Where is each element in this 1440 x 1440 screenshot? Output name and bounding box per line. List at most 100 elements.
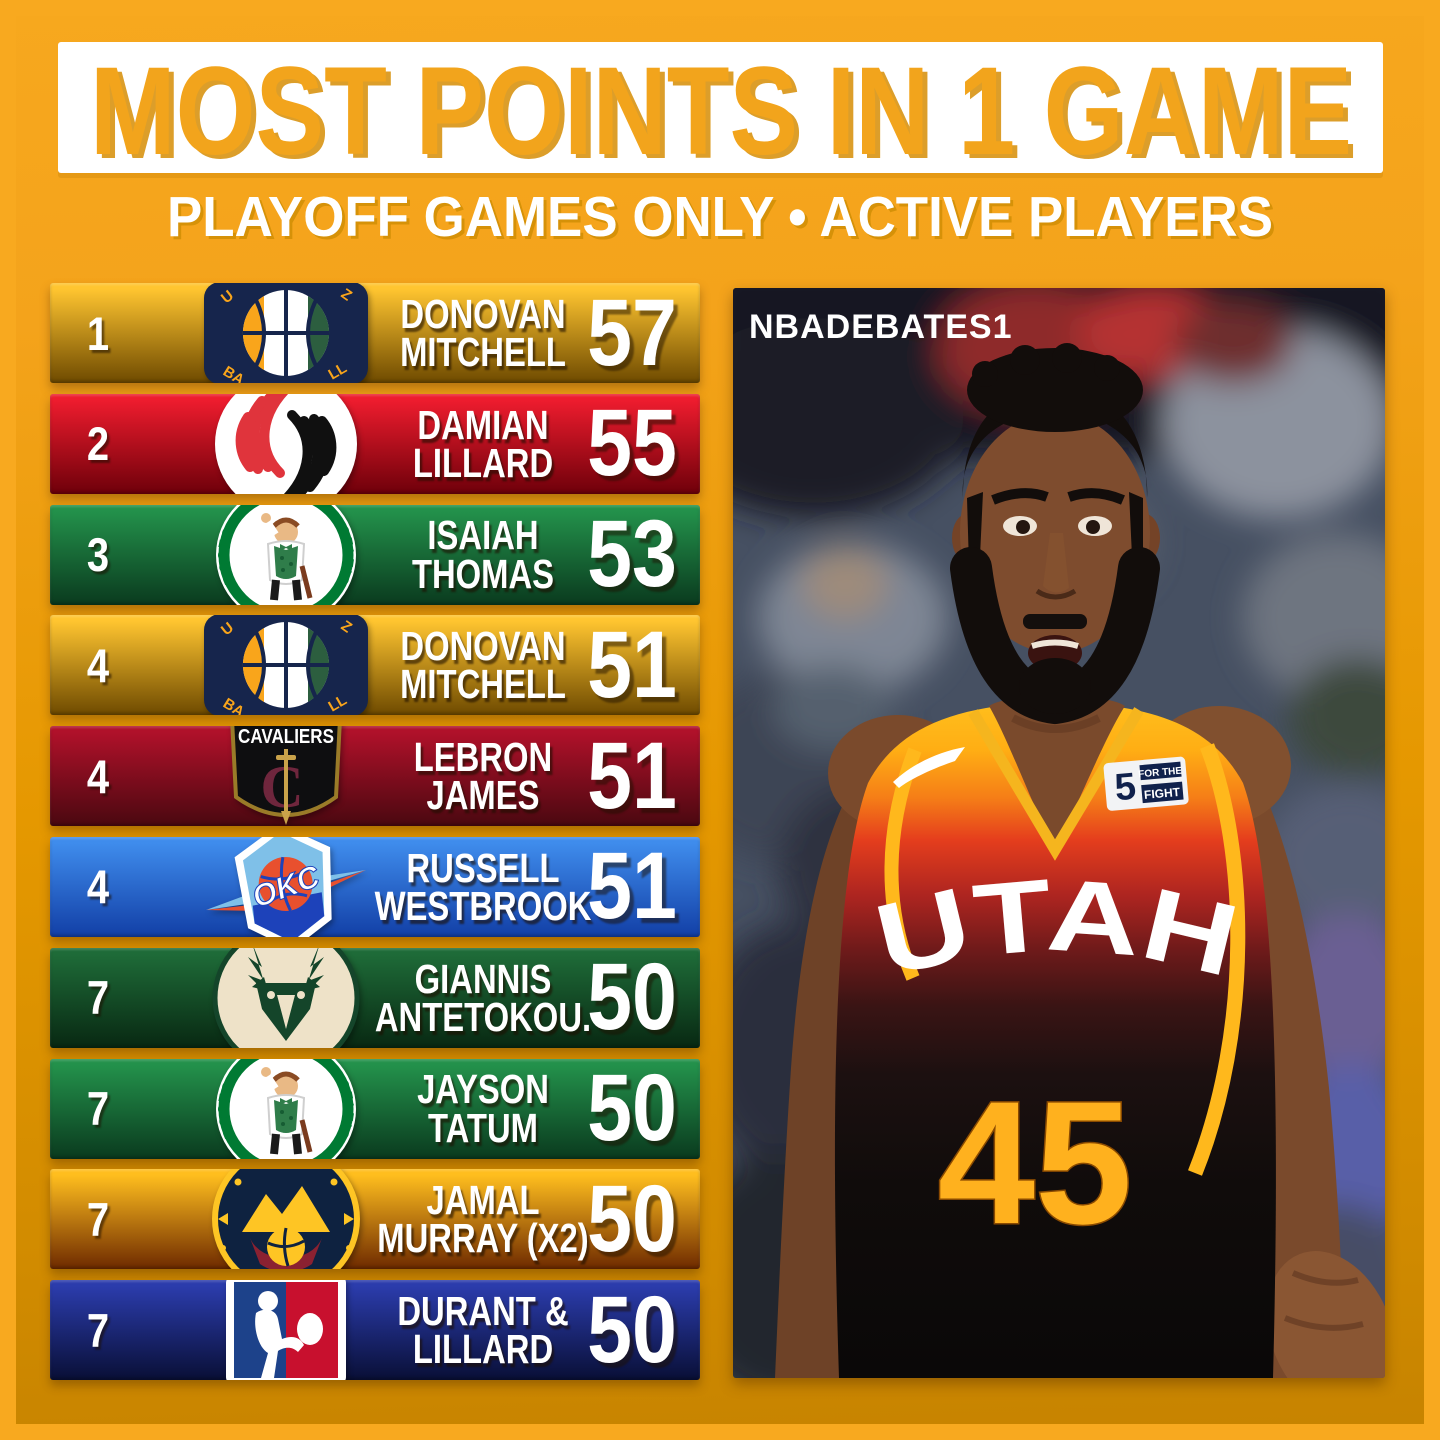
bucks-logo (212, 947, 360, 1048)
svg-text:LL: LL (326, 692, 350, 715)
ranking-list: 1 U Z BA LL DONOVAN MITCHELL 57 2 DAMIAN LILLARD 55… (50, 283, 700, 1381)
jazz-logo-wrap: U Z BA LL (198, 283, 374, 383)
player-name-line: LILLARD (412, 439, 554, 486)
cavaliers-logo-wrap: CAVALIERS C (198, 726, 374, 826)
collar-trim (968, 707, 1144, 861)
player-name: DAMIAN LILLARD (381, 394, 586, 494)
player-name-line: DURANT & (397, 1288, 569, 1335)
svg-text:LL: LL (326, 360, 350, 383)
jazz-logo-wrap: U Z BA LL (198, 615, 374, 716)
bucks-logo-wrap (198, 947, 374, 1048)
celtics-logo-wrap: BOSTONCELTICS (198, 504, 374, 605)
title-box: MOST POINTS IN 1 GAME MOST POINTS IN 1 G… (58, 42, 1383, 173)
player-name: DURANT & LILLARD (381, 1280, 586, 1380)
rank-number: 7 (86, 971, 110, 1025)
svg-text:CAVALIERS: CAVALIERS (238, 726, 334, 748)
list-row: 2 DAMIAN LILLARD 55 (50, 393, 700, 494)
list-row: 7 GIANNIS ANTETOKOU. 50 (50, 947, 700, 1048)
rank-number: 4 (86, 860, 110, 914)
celtics-logo: BOSTONCELTICS (198, 1058, 356, 1159)
rank-number: 2 (86, 417, 110, 471)
page-subtitle-shadow: PLAYOFF GAMES ONLY • ACTIVE PLAYERS (170, 188, 1276, 250)
nike-swoosh-icon (893, 747, 965, 788)
utah-jazz-logo: U ZBA LL (204, 615, 368, 716)
player-name: JAYSON TATUM (381, 1059, 586, 1159)
title-graphic: MOST POINTS IN 1 GAME MOST POINTS IN 1 G… (90, 42, 1357, 173)
points-value: 53 (587, 504, 677, 605)
player-name-line: ANTETOKOU. (374, 993, 592, 1040)
player-name-line: GIANNIS (414, 955, 552, 1002)
nba-logo (226, 1280, 346, 1381)
player-name: LEBRON JAMES (381, 726, 586, 826)
subtitle-wrap: PLAYOFF GAMES ONLY • ACTIVE PLAYERS PLAY… (0, 185, 1440, 252)
player-name-line: MURRAY (X2) (377, 1215, 589, 1262)
celtics-logo-wrap: BOSTONCELTICS (198, 1058, 374, 1159)
player-name-line: RUSSELL (406, 844, 560, 891)
points-value: 51 (587, 615, 677, 716)
patch-line1: FOR THE (1138, 766, 1183, 781)
player-hand (1266, 1251, 1385, 1378)
subtitle-graphic: PLAYOFF GAMES ONLY • ACTIVE PLAYERS PLAY… (167, 185, 1276, 252)
cavaliers-logo: CAVALIERS C (230, 726, 342, 826)
rank-number: 1 (86, 306, 110, 360)
list-row: 4 OKC RUSSELL WESTBROOK 51 (50, 836, 700, 937)
patch-line2: FIGHT (1143, 785, 1181, 802)
player-name-line: WESTBROOK (374, 882, 592, 929)
points-value: 55 (587, 393, 677, 494)
player-name-line: JAYSON (417, 1066, 549, 1113)
player-name: RUSSELL WESTBROOK (375, 837, 592, 937)
page-subtitle: PLAYOFF GAMES ONLY • ACTIVE PLAYERS (167, 186, 1273, 249)
rank-number: 3 (86, 528, 110, 582)
player-name-line: DAMIAN (417, 401, 549, 448)
player-photo: 5 FOR THE FIGHT UTAH 45 (733, 288, 1385, 1378)
player-figure: 5 FOR THE FIGHT UTAH 45 (775, 343, 1385, 1378)
patch-five: 5 (1113, 766, 1138, 810)
thunder-logo: OKC (206, 836, 366, 937)
utah-jazz-logo: U ZBA LL (204, 283, 368, 383)
points-value: 51 (587, 726, 677, 827)
player-name-line: JAMES (426, 772, 540, 819)
rank-number: 7 (86, 1192, 110, 1246)
player-name: JAMAL MURRAY (X2) (377, 1169, 588, 1269)
points-value: 50 (587, 1280, 677, 1381)
nuggets-logo (212, 1169, 360, 1270)
nba-logo-wrap (198, 1280, 374, 1381)
player-name-line: THOMAS (411, 550, 555, 597)
list-row: 7 JAMAL MURRAY (X2) 50 (50, 1169, 700, 1270)
list-row: 3BOSTONCELTICSISAIAHTHOMAS53 (50, 504, 700, 605)
player-name-line: DONOVAN (400, 623, 566, 670)
watermark-text: NBADEBATES1 (749, 308, 1013, 346)
nuggets-logo-wrap (198, 1169, 374, 1270)
points-value: 50 (587, 1169, 677, 1270)
page-title: MOST POINTS IN 1 GAME (90, 42, 1352, 173)
player-name-line: DONOVAN (400, 290, 566, 337)
player-head (950, 343, 1160, 725)
blazers-logo-wrap (198, 393, 374, 494)
points-value: 51 (587, 836, 677, 937)
player-name: ISAIAH THOMAS (381, 505, 586, 605)
rank-number: 4 (86, 749, 110, 803)
player-neck (989, 695, 1125, 848)
player-name-line: JAMAL (426, 1177, 540, 1224)
list-row: 4 CAVALIERS C LEBRON JAMES 51 (50, 726, 700, 827)
rank-number: 7 (86, 1303, 110, 1357)
player-name-line: ISAIAH (427, 512, 539, 559)
list-row: 1 U Z BA LL DONOVAN MITCHELL 57 (50, 283, 700, 383)
points-value: 57 (587, 283, 677, 383)
page-title-shadow: MOST POINTS IN 1 GAME (95, 46, 1357, 173)
player-name: DONOVAN MITCHELL (381, 283, 586, 383)
player-name: DONOVAN MITCHELL (381, 615, 586, 715)
celtics-logo: BOSTONCELTICS (198, 504, 356, 605)
list-row: 4 U Z BA LL DONOVAN MITCHELL 51 (50, 615, 700, 716)
armhole-trim-right (1188, 743, 1246, 1176)
five-for-the-fight-patch: 5 FOR THE FIGHT (1103, 756, 1189, 811)
player-name-line: TATUM (428, 1104, 538, 1151)
thunder-logo-wrap: OKC (198, 836, 374, 937)
points-value: 50 (587, 1058, 677, 1159)
rank-number: 4 (86, 638, 110, 692)
svg-text:C: C (260, 754, 303, 820)
player-name-line: LILLARD (412, 1326, 554, 1373)
list-row: 7BOSTONCELTICSJAYSONTATUM50 (50, 1058, 700, 1159)
jersey (834, 702, 1276, 1378)
